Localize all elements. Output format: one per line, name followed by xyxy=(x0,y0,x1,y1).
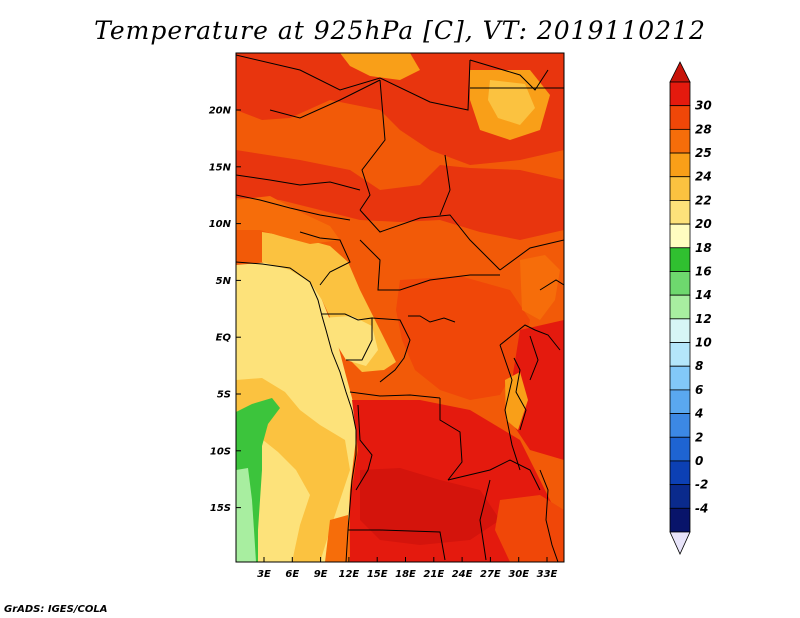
map-title: Temperature at 925hPa [C], VT: 201911021… xyxy=(94,16,706,45)
colorbar-label: 4 xyxy=(694,407,703,421)
lon-label: 9E xyxy=(314,569,328,580)
lat-label: 10N xyxy=(209,219,232,230)
colorbar-segment xyxy=(669,389,691,414)
colorbar-label: 12 xyxy=(695,312,712,326)
lat-label: EQ xyxy=(216,333,232,344)
colorbar-label: -2 xyxy=(695,478,708,492)
colorbar-label: 30 xyxy=(695,99,712,113)
colorbar-segment xyxy=(669,223,691,249)
coastline xyxy=(236,59,559,562)
lat-label: 15N xyxy=(209,162,232,173)
colorbar-segment xyxy=(669,365,691,391)
latitude-labels: 20N 15N 10N 5N EQ 5S 10S 15S xyxy=(209,106,241,514)
colorbar-segment xyxy=(669,460,691,486)
lat-label: 15S xyxy=(210,503,231,514)
colorbar-segment xyxy=(669,294,691,320)
colorbar-segment xyxy=(669,436,691,462)
lon-label: 21E xyxy=(423,569,444,580)
colorbar-label: 2 xyxy=(695,430,703,444)
colorbar-segment xyxy=(669,318,691,343)
colorbar-segment xyxy=(669,271,691,296)
colorbar-segment xyxy=(669,152,691,178)
colorbar-label: 20 xyxy=(695,217,712,231)
colorbar-label: 18 xyxy=(695,241,712,255)
map-frame xyxy=(235,52,565,563)
lon-label: 18E xyxy=(395,569,416,580)
colorbar-label: 28 xyxy=(695,122,712,136)
lon-label: 6E xyxy=(285,569,299,580)
colorbar-label: 10 xyxy=(695,336,712,350)
colorbar-label: 8 xyxy=(695,359,703,373)
colorbar-label: 14 xyxy=(695,288,712,302)
colorbar-segment xyxy=(669,247,691,272)
lat-label: 20N xyxy=(209,106,232,117)
colorbar-segment xyxy=(669,176,691,201)
colorbar-label: 22 xyxy=(695,193,712,207)
colorbar-label: 0 xyxy=(695,454,703,468)
lon-label: 24E xyxy=(452,569,473,580)
colorbar-label: -4 xyxy=(695,501,708,515)
lon-label: 27E xyxy=(480,569,501,580)
colorbar-segment xyxy=(669,342,691,367)
country-borders xyxy=(236,54,564,561)
colorbar-label: 6 xyxy=(695,383,703,397)
colorbar-segment xyxy=(669,507,691,533)
colorbar-segment xyxy=(669,413,691,438)
lon-label: 30E xyxy=(508,569,529,580)
colorbar-label: 16 xyxy=(695,264,712,278)
lat-label: 5N xyxy=(216,276,232,287)
colorbar-segment xyxy=(669,128,691,154)
colorbar-bottom-arrow xyxy=(669,531,691,555)
lat-label: 10S xyxy=(210,446,231,457)
lat-label: 5S xyxy=(217,390,231,401)
lon-label: 3E xyxy=(257,569,271,580)
colorbar-segment xyxy=(669,484,691,509)
lon-label: 15E xyxy=(367,569,388,580)
temperature-field xyxy=(236,53,564,562)
colorbar-label: 24 xyxy=(695,170,712,184)
colorbar-top-arrow xyxy=(669,61,691,83)
colorbar-segment xyxy=(669,81,691,107)
colorbar-label: 25 xyxy=(695,146,712,160)
colorbar-segment xyxy=(669,105,691,130)
lon-label: 33E xyxy=(537,569,558,580)
grads-credit: GrADS: IGES/COLA xyxy=(4,604,108,615)
colorbar-segment xyxy=(669,200,691,225)
longitude-labels: 3E 6E 9E 12E 15E 18E 21E 24E 27E 30E 33E xyxy=(257,557,558,580)
lon-label: 12E xyxy=(339,569,360,580)
